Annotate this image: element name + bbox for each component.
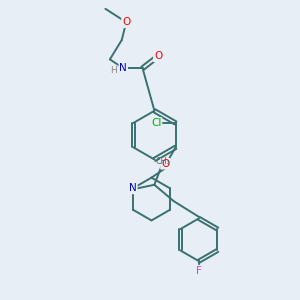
Text: O: O bbox=[122, 17, 130, 27]
Text: O: O bbox=[154, 51, 162, 62]
Text: N: N bbox=[119, 63, 127, 73]
Text: O: O bbox=[161, 159, 169, 169]
Text: F: F bbox=[196, 266, 202, 276]
Text: H: H bbox=[110, 66, 117, 75]
Text: CH₃: CH₃ bbox=[155, 157, 170, 166]
Text: N: N bbox=[129, 183, 137, 193]
Text: Cl: Cl bbox=[151, 118, 161, 128]
